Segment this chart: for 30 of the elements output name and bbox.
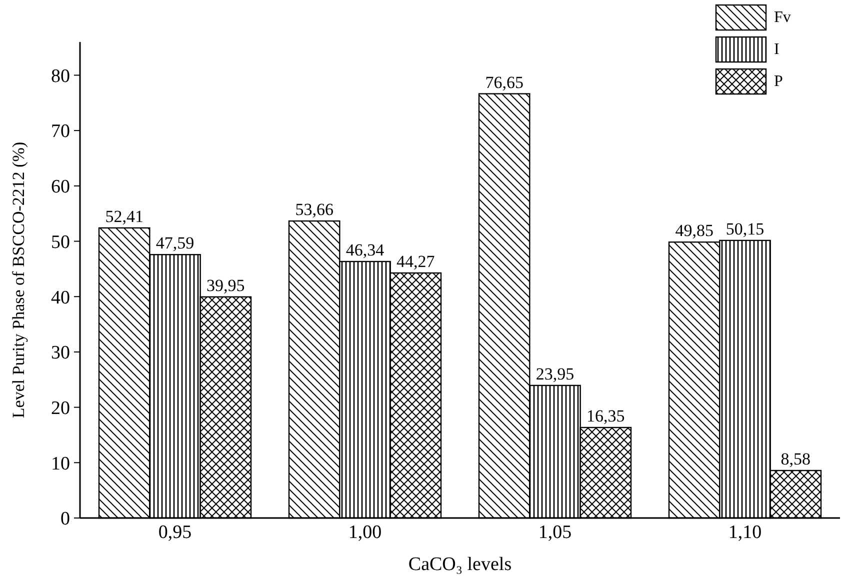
data-label: 23,95: [536, 364, 574, 384]
x-tick-label: 1,10: [728, 522, 762, 543]
y-tick-label: 40: [51, 287, 70, 308]
y-tick-label: 20: [51, 398, 70, 419]
legend-label: Fv: [774, 9, 791, 26]
y-axis-title: Level Purity Phase of BSCCO-2212 (%): [9, 142, 28, 418]
y-tick-label: 30: [51, 342, 70, 364]
y-tick-label: 70: [51, 121, 70, 142]
x-tick-label: 0,95: [158, 522, 192, 543]
data-label: 49,85: [675, 221, 714, 240]
data-label: 16,35: [586, 406, 625, 426]
x-axis-title: CaCO₃ levels: [408, 554, 512, 575]
data-label: 50,15: [726, 219, 764, 238]
y-tick-label: 80: [51, 66, 70, 87]
data-label: 76,65: [485, 72, 524, 92]
y-tick-label: 50: [51, 232, 70, 253]
x-tick-label: 1,00: [348, 522, 382, 543]
y-tick-label: 60: [51, 176, 70, 198]
y-tick-label: 10: [51, 453, 70, 474]
data-label: 47,59: [156, 234, 194, 253]
data-label: 52,41: [105, 206, 144, 226]
data-label: 44,27: [396, 252, 436, 271]
x-tick-label: 1,05: [538, 522, 572, 543]
data-label: 39,95: [206, 276, 245, 295]
data-label: 46,34: [346, 240, 385, 260]
data-label: 8,58: [780, 450, 811, 469]
data-label: 53,66: [295, 200, 334, 219]
y-tick-label: 0: [60, 508, 70, 530]
legend-label: I: [774, 41, 780, 58]
legend-label: P: [774, 73, 783, 90]
